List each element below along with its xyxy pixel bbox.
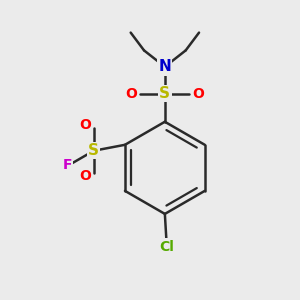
- Text: Cl: Cl: [159, 240, 174, 254]
- Text: O: O: [80, 169, 92, 183]
- Text: O: O: [126, 86, 137, 100]
- Text: F: F: [63, 158, 72, 172]
- Text: O: O: [192, 86, 204, 100]
- Text: O: O: [80, 118, 92, 133]
- Text: S: S: [159, 86, 170, 101]
- Text: N: N: [158, 59, 171, 74]
- Text: S: S: [88, 143, 99, 158]
